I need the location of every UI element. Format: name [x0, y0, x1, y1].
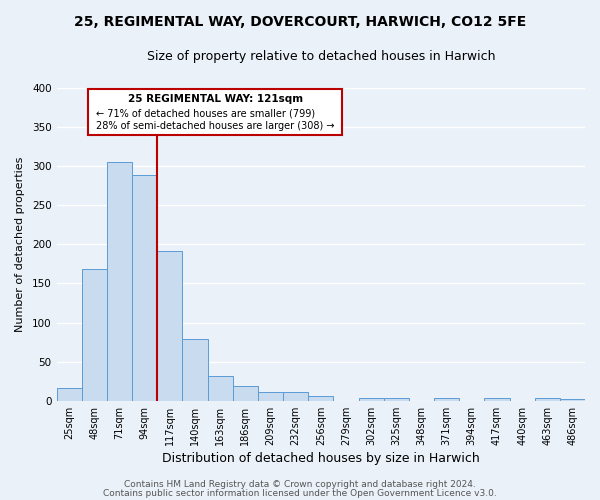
X-axis label: Distribution of detached houses by size in Harwich: Distribution of detached houses by size …	[162, 452, 479, 465]
Bar	[157, 252, 182, 401]
Bar	[208, 376, 233, 401]
Bar	[233, 386, 258, 401]
Text: 28% of semi-detached houses are larger (308) →: 28% of semi-detached houses are larger (…	[96, 120, 335, 130]
FancyBboxPatch shape	[88, 90, 342, 134]
Text: 25 REGIMENTAL WAY: 121sqm: 25 REGIMENTAL WAY: 121sqm	[128, 94, 302, 104]
Bar	[182, 339, 208, 401]
Bar	[258, 392, 283, 401]
Bar	[82, 270, 107, 401]
Title: Size of property relative to detached houses in Harwich: Size of property relative to detached ho…	[146, 50, 495, 63]
Bar	[359, 398, 383, 401]
Bar	[308, 396, 334, 401]
Text: ← 71% of detached houses are smaller (799): ← 71% of detached houses are smaller (79…	[96, 108, 316, 118]
Y-axis label: Number of detached properties: Number of detached properties	[15, 156, 25, 332]
Bar	[283, 392, 308, 401]
Bar	[56, 388, 82, 401]
Bar	[560, 400, 585, 401]
Bar	[107, 162, 132, 401]
Text: 25, REGIMENTAL WAY, DOVERCOURT, HARWICH, CO12 5FE: 25, REGIMENTAL WAY, DOVERCOURT, HARWICH,…	[74, 15, 526, 29]
Bar	[535, 398, 560, 401]
Bar	[434, 398, 459, 401]
Text: Contains public sector information licensed under the Open Government Licence v3: Contains public sector information licen…	[103, 489, 497, 498]
Text: Contains HM Land Registry data © Crown copyright and database right 2024.: Contains HM Land Registry data © Crown c…	[124, 480, 476, 489]
Bar	[383, 398, 409, 401]
Bar	[484, 398, 509, 401]
Bar	[132, 176, 157, 401]
